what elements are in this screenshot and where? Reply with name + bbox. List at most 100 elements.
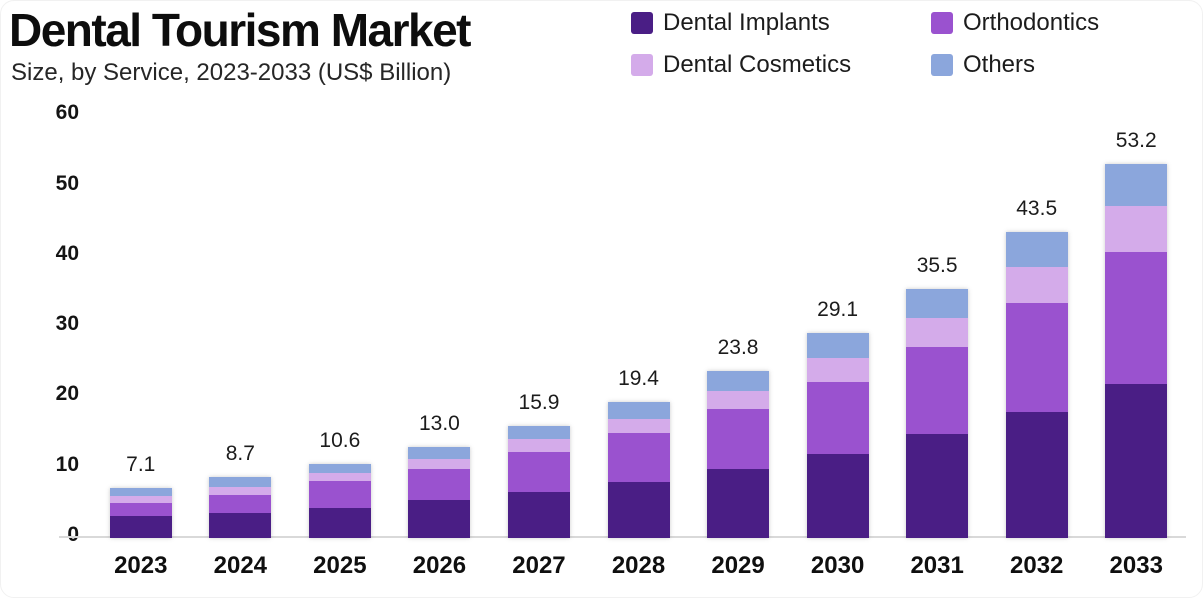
bar-segment-others-2032 — [1005, 232, 1068, 267]
bar-segment-orthodontics-2033 — [1105, 251, 1168, 384]
x-label-2033: 2033 — [1109, 552, 1163, 579]
x-label-2025: 2025 — [313, 552, 367, 579]
bar-column-2029: 23.8 — [688, 111, 788, 538]
bar-2031 — [906, 288, 969, 538]
bar-column-2030: 29.1 — [788, 111, 888, 538]
legend-item-dental-implants: Dental Implants — [631, 9, 830, 37]
y-tick-0: 0 — [67, 523, 79, 546]
bar-2032 — [1005, 232, 1068, 538]
others-swatch-icon — [931, 54, 953, 76]
bar-segment-others-2029 — [707, 370, 770, 392]
bar-segment-dental-cosmetics-2023 — [109, 496, 172, 503]
bar-2026 — [408, 446, 471, 538]
bar-segment-dental-implants-2026 — [408, 500, 471, 538]
bar-segment-dental-implants-2025 — [308, 507, 371, 538]
bar-segment-others-2028 — [607, 401, 670, 420]
y-tick-60: 60 — [55, 101, 79, 125]
bar-segment-dental-implants-2031 — [906, 434, 969, 538]
legend-label: Dental Implants — [663, 9, 830, 36]
bars-container: 7.1 8.7 10.6 13.0 15.9 19.4 23.8 29.1 35.5 43.5 53… — [91, 111, 1186, 538]
bar-column-2033: 53.2 — [1086, 111, 1186, 538]
bar-column-2027: 15.9 — [489, 111, 589, 538]
legend-item-others: Others — [931, 51, 1035, 79]
bar-segment-dental-implants-2032 — [1005, 411, 1068, 538]
bar-2025 — [308, 463, 371, 538]
bar-segment-dental-implants-2033 — [1105, 384, 1168, 538]
bar-2023 — [109, 488, 172, 538]
bar-2033 — [1105, 163, 1168, 538]
y-tick-20: 20 — [55, 382, 79, 406]
x-label-2030: 2030 — [810, 552, 865, 579]
y-tick-10: 10 — [55, 452, 79, 476]
bar-segment-others-2031 — [906, 288, 969, 319]
bar-total-label-2027: 15.9 — [518, 391, 560, 415]
legend-label: Orthodontics — [963, 9, 1100, 36]
bar-segment-dental-cosmetics-2030 — [806, 358, 869, 382]
bar-segment-dental-implants-2029 — [707, 469, 770, 538]
bar-segment-others-2030 — [806, 333, 869, 359]
bar-column-2025: 10.6 — [290, 111, 390, 538]
bar-total-label-2028: 19.4 — [618, 366, 659, 390]
bar-segment-others-2026 — [408, 446, 471, 459]
bar-total-label-2026: 13.0 — [418, 411, 460, 435]
bar-segment-dental-cosmetics-2024 — [209, 486, 272, 496]
page-title: Dental Tourism Market — [9, 4, 471, 56]
bar-segment-dental-cosmetics-2032 — [1005, 266, 1068, 304]
bar-segment-orthodontics-2032 — [1005, 303, 1068, 412]
bar-total-label-2024: 8.7 — [225, 441, 255, 465]
bar-segment-others-2033 — [1105, 163, 1168, 207]
bar-column-2024: 8.7 — [191, 111, 291, 538]
x-label-2023: 2023 — [114, 552, 168, 579]
bar-2030 — [806, 333, 869, 538]
bar-segment-dental-cosmetics-2029 — [707, 391, 770, 410]
bar-segment-dental-implants-2030 — [806, 454, 869, 538]
bar-2028 — [607, 401, 670, 538]
bar-segment-orthodontics-2025 — [308, 481, 371, 508]
bar-segment-orthodontics-2029 — [707, 409, 770, 470]
bar-column-2023: 7.1 — [91, 111, 191, 538]
bar-total-label-2031: 35.5 — [916, 253, 958, 277]
bar-total-label-2030: 29.1 — [817, 298, 859, 322]
bar-segment-dental-cosmetics-2026 — [408, 458, 471, 470]
legend-item-dental-cosmetics: Dental Cosmetics — [631, 51, 851, 79]
bar-total-label-2029: 23.8 — [717, 335, 759, 359]
bar-column-2028: 19.4 — [589, 111, 689, 538]
x-label-2028: 2028 — [611, 552, 666, 579]
y-axis-ticks: 0 10 20 30 40 50 60 — [1, 1, 79, 597]
x-label-2026: 2026 — [412, 552, 467, 579]
bar-segment-dental-implants-2024 — [209, 512, 272, 538]
bar-total-label-2023: 7.1 — [126, 453, 156, 477]
bar-segment-others-2024 — [209, 476, 272, 487]
bar-2024 — [209, 476, 272, 538]
bar-segment-orthodontics-2024 — [209, 495, 272, 513]
x-label-2032: 2032 — [1010, 552, 1064, 579]
bar-segment-orthodontics-2030 — [806, 381, 869, 455]
bar-segment-orthodontics-2023 — [109, 502, 172, 517]
legend-label: Dental Cosmetics — [663, 51, 852, 78]
bar-total-label-2033: 53.2 — [1115, 128, 1157, 152]
legend-label: Others — [963, 51, 1036, 78]
bar-segment-dental-cosmetics-2027 — [507, 438, 570, 453]
bar-segment-others-2025 — [308, 463, 371, 473]
legend-item-orthodontics: Orthodontics — [931, 9, 1099, 37]
bar-segment-others-2023 — [109, 488, 172, 497]
bar-segment-dental-cosmetics-2028 — [607, 419, 670, 434]
bar-segment-dental-implants-2028 — [607, 481, 670, 538]
chart-subtitle: Size, by Service, 2023-2033 (US$ Billion… — [11, 59, 452, 86]
bar-total-label-2032: 43.5 — [1016, 197, 1058, 221]
x-axis-labels: 2023 2024 2025 2026 2027 2028 2029 2030 2031 2032… — [91, 552, 1186, 580]
dental-cosmetics-swatch-icon — [631, 54, 653, 76]
plot-area: 7.1 8.7 10.6 13.0 15.9 19.4 23.8 29.1 35.5 43.5 53… — [91, 111, 1186, 538]
bar-2029 — [707, 370, 770, 538]
bar-segment-dental-cosmetics-2025 — [308, 472, 371, 482]
dental-implants-swatch-icon — [631, 12, 653, 34]
x-label-2031: 2031 — [910, 552, 964, 579]
bar-segment-dental-implants-2027 — [507, 491, 570, 538]
y-tick-40: 40 — [55, 241, 79, 265]
bar-segment-dental-cosmetics-2033 — [1105, 206, 1168, 252]
bar-column-2032: 43.5 — [987, 111, 1087, 538]
x-label-2027: 2027 — [512, 552, 566, 579]
bar-column-2031: 35.5 — [887, 111, 987, 538]
bar-segment-orthodontics-2028 — [607, 433, 670, 482]
